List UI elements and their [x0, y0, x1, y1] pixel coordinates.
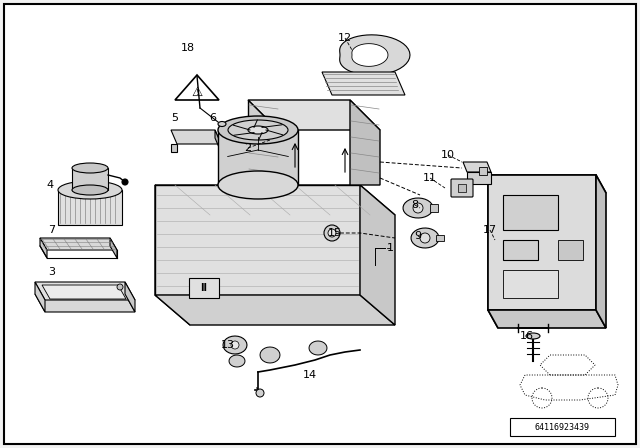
Polygon shape — [309, 341, 327, 355]
Circle shape — [328, 229, 336, 237]
Text: 5: 5 — [172, 113, 179, 123]
Polygon shape — [223, 336, 247, 354]
Polygon shape — [322, 72, 405, 95]
Polygon shape — [35, 294, 135, 312]
Ellipse shape — [72, 163, 108, 173]
Text: 64116923439: 64116923439 — [534, 422, 589, 431]
Ellipse shape — [218, 171, 298, 199]
Circle shape — [231, 341, 239, 349]
Text: 6: 6 — [209, 113, 216, 123]
Circle shape — [413, 203, 423, 213]
Text: 7: 7 — [49, 225, 56, 235]
Bar — [430, 204, 438, 212]
Polygon shape — [350, 100, 380, 185]
Text: 12: 12 — [338, 33, 352, 43]
Polygon shape — [340, 35, 410, 75]
Ellipse shape — [72, 185, 108, 195]
Text: II: II — [200, 283, 207, 293]
Polygon shape — [35, 282, 135, 300]
Text: ⚠: ⚠ — [191, 86, 203, 99]
Polygon shape — [411, 228, 439, 248]
Polygon shape — [171, 144, 177, 152]
Bar — [436, 235, 444, 241]
Polygon shape — [352, 43, 388, 66]
Polygon shape — [360, 185, 395, 325]
Text: 16: 16 — [520, 331, 534, 341]
Ellipse shape — [218, 121, 226, 126]
Polygon shape — [488, 310, 606, 328]
Polygon shape — [155, 185, 190, 325]
Text: 18: 18 — [181, 43, 195, 53]
Polygon shape — [42, 285, 126, 299]
Text: 13: 13 — [221, 340, 235, 350]
Polygon shape — [35, 282, 45, 312]
Bar — [72, 168, 108, 190]
Bar — [510, 418, 615, 436]
Text: 2: 2 — [244, 143, 252, 153]
Bar — [218, 130, 298, 185]
Circle shape — [117, 284, 123, 290]
Polygon shape — [215, 130, 221, 152]
Circle shape — [122, 179, 128, 185]
Polygon shape — [248, 100, 278, 185]
Text: 10: 10 — [441, 150, 455, 160]
Ellipse shape — [218, 116, 298, 144]
Bar — [479, 167, 487, 175]
Polygon shape — [125, 282, 135, 312]
Polygon shape — [171, 130, 221, 144]
Ellipse shape — [58, 181, 122, 199]
Polygon shape — [110, 238, 117, 258]
FancyBboxPatch shape — [451, 179, 473, 197]
Polygon shape — [260, 347, 280, 363]
Polygon shape — [175, 75, 219, 100]
Text: 11: 11 — [423, 173, 437, 183]
Polygon shape — [155, 185, 395, 215]
Bar — [503, 270, 558, 298]
Text: 8: 8 — [412, 200, 419, 210]
Bar — [189, 278, 219, 298]
Polygon shape — [596, 175, 606, 328]
Bar — [467, 172, 491, 184]
Circle shape — [256, 389, 264, 397]
Text: 3: 3 — [49, 267, 56, 277]
Polygon shape — [488, 175, 498, 328]
Bar — [558, 240, 583, 260]
Polygon shape — [248, 100, 380, 130]
Circle shape — [420, 233, 430, 243]
Polygon shape — [155, 185, 360, 295]
Text: 14: 14 — [303, 370, 317, 380]
Polygon shape — [488, 175, 596, 310]
Bar — [503, 195, 558, 230]
Text: 17: 17 — [483, 225, 497, 235]
Polygon shape — [155, 295, 395, 325]
Polygon shape — [229, 355, 245, 367]
Text: 4: 4 — [47, 180, 54, 190]
Bar — [58, 190, 122, 225]
Bar — [503, 240, 538, 260]
Ellipse shape — [228, 120, 288, 140]
Circle shape — [324, 225, 340, 241]
Bar — [458, 184, 466, 192]
Polygon shape — [40, 238, 47, 258]
Polygon shape — [403, 198, 433, 218]
Text: 1: 1 — [387, 243, 394, 253]
Polygon shape — [40, 238, 117, 250]
Polygon shape — [488, 175, 606, 193]
Text: 15: 15 — [328, 228, 342, 238]
Polygon shape — [463, 162, 491, 172]
Text: 9: 9 — [415, 231, 422, 241]
Ellipse shape — [526, 333, 540, 339]
Ellipse shape — [248, 126, 268, 134]
